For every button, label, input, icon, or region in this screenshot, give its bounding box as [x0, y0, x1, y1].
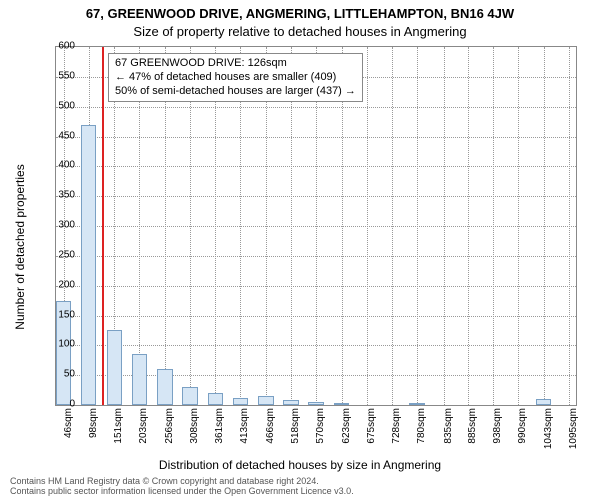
- legend-line-2: ← 47% of detached houses are smaller (40…: [115, 71, 356, 85]
- histogram-bar: [233, 398, 248, 405]
- footer-attribution: Contains HM Land Registry data © Crown c…: [10, 477, 590, 497]
- histogram-bar: [132, 354, 147, 405]
- footer-line-2: Contains public sector information licen…: [10, 487, 590, 497]
- x-tick-label: 835sqm: [443, 408, 454, 458]
- gridline-v: [367, 47, 368, 405]
- y-tick-label: 200: [45, 279, 75, 290]
- x-tick-label: 885sqm: [467, 408, 478, 458]
- y-tick-label: 100: [45, 339, 75, 350]
- x-tick-label: 46sqm: [63, 408, 74, 458]
- y-axis-label: Number of detached properties: [13, 147, 27, 347]
- x-axis-label: Distribution of detached houses by size …: [0, 458, 600, 472]
- chart-legend-box: 67 GREENWOOD DRIVE: 126sqm ← 47% of deta…: [108, 53, 363, 102]
- x-tick-label: 780sqm: [416, 408, 427, 458]
- y-tick-label: 300: [45, 220, 75, 231]
- y-tick-label: 400: [45, 160, 75, 171]
- y-tick-label: 600: [45, 41, 75, 52]
- chart-subtitle: Size of property relative to detached ho…: [0, 24, 600, 39]
- y-tick-label: 350: [45, 190, 75, 201]
- gridline-v: [569, 47, 570, 405]
- y-tick-label: 550: [45, 70, 75, 81]
- y-tick-label: 500: [45, 100, 75, 111]
- histogram-bar: [157, 369, 172, 405]
- x-tick-label: 728sqm: [391, 408, 402, 458]
- x-tick-label: 151sqm: [113, 408, 124, 458]
- gridline-v: [444, 47, 445, 405]
- histogram-bar: [334, 403, 349, 405]
- y-tick-label: 450: [45, 130, 75, 141]
- gridline-v: [518, 47, 519, 405]
- legend-line-1: 67 GREENWOOD DRIVE: 126sqm: [115, 57, 356, 71]
- legend-line-3: 50% of semi-detached houses are larger (…: [115, 85, 356, 99]
- property-marker-line: [102, 47, 104, 405]
- y-tick-label: 50: [45, 369, 75, 380]
- x-tick-label: 256sqm: [164, 408, 175, 458]
- histogram-bar: [536, 399, 551, 405]
- histogram-bar: [182, 387, 197, 405]
- gridline-v: [544, 47, 545, 405]
- x-tick-label: 413sqm: [239, 408, 250, 458]
- x-tick-label: 938sqm: [492, 408, 503, 458]
- x-tick-label: 1095sqm: [568, 408, 579, 458]
- x-tick-label: 990sqm: [517, 408, 528, 458]
- histogram-bar: [283, 400, 298, 405]
- gridline-v: [417, 47, 418, 405]
- x-tick-label: 361sqm: [214, 408, 225, 458]
- y-tick-label: 250: [45, 249, 75, 260]
- x-tick-label: 1043sqm: [543, 408, 554, 458]
- histogram-bar: [107, 330, 122, 405]
- x-tick-label: 518sqm: [290, 408, 301, 458]
- chart-plot-area: 67 GREENWOOD DRIVE: 126sqm ← 47% of deta…: [55, 46, 577, 406]
- x-tick-label: 570sqm: [315, 408, 326, 458]
- histogram-bar: [258, 396, 273, 405]
- x-tick-label: 98sqm: [88, 408, 99, 458]
- gridline-v: [493, 47, 494, 405]
- y-tick-label: 150: [45, 309, 75, 320]
- histogram-bar: [208, 393, 223, 405]
- histogram-bar: [308, 402, 323, 405]
- histogram-bar: [409, 403, 424, 405]
- x-tick-label: 623sqm: [341, 408, 352, 458]
- x-tick-label: 675sqm: [366, 408, 377, 458]
- gridline-v: [392, 47, 393, 405]
- x-tick-label: 203sqm: [138, 408, 149, 458]
- histogram-bar: [81, 125, 96, 405]
- x-tick-label: 466sqm: [265, 408, 276, 458]
- gridline-v: [468, 47, 469, 405]
- x-tick-label: 308sqm: [189, 408, 200, 458]
- address-title: 67, GREENWOOD DRIVE, ANGMERING, LITTLEHA…: [0, 6, 600, 21]
